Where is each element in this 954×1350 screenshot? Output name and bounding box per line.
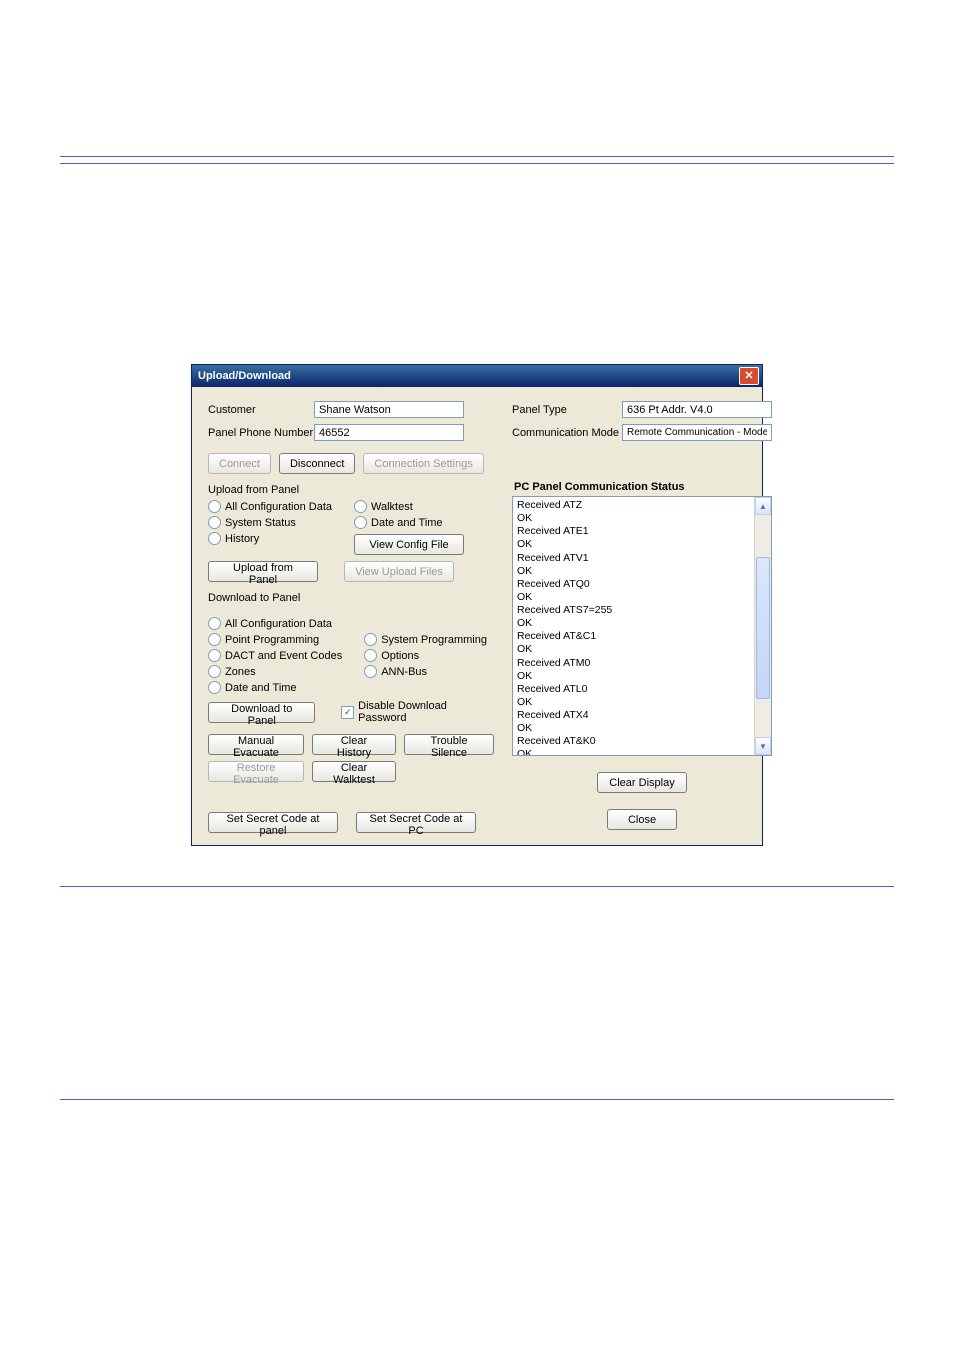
radio-options[interactable]: Options: [364, 649, 487, 662]
close-button[interactable]: Close: [607, 809, 677, 830]
restore-evacuate-button[interactable]: Restore Evacuate: [208, 761, 304, 782]
right-column: Panel Type Communication Mode PC Panel C…: [512, 401, 772, 833]
radio-history[interactable]: History: [208, 532, 332, 545]
radio-ann-bus[interactable]: ANN-Bus: [364, 665, 487, 678]
radio-icon: [364, 633, 377, 646]
scroll-up-icon[interactable]: ▲: [755, 497, 771, 515]
radio-label: All Configuration Data: [225, 618, 332, 630]
radio-icon: [208, 649, 221, 662]
phone-input[interactable]: [314, 424, 464, 441]
radio-icon: [208, 665, 221, 678]
clear-history-button[interactable]: Clear History: [312, 734, 396, 755]
radio-point-programming[interactable]: Point Programming: [208, 633, 342, 646]
page-root: Upload/Download ✕ Customer Panel Phone N…: [0, 0, 954, 1100]
radio-walktest[interactable]: Walktest: [354, 500, 464, 513]
radio-label: Options: [381, 650, 419, 662]
connection-settings-button[interactable]: Connection Settings: [363, 453, 483, 474]
radio-icon: [208, 633, 221, 646]
radio-icon: [208, 532, 221, 545]
upload-download-dialog: Upload/Download ✕ Customer Panel Phone N…: [191, 364, 763, 846]
divider: [60, 886, 894, 887]
trouble-silence-button[interactable]: Trouble Silence: [404, 734, 494, 755]
radio-label: History: [225, 533, 259, 545]
radio-icon: [208, 500, 221, 513]
radio-system-status[interactable]: System Status: [208, 516, 332, 529]
view-config-button[interactable]: View Config File: [354, 534, 464, 555]
dialog-body: Customer Panel Phone Number Connect Disc…: [192, 387, 762, 845]
radio-zones[interactable]: Zones: [208, 665, 342, 678]
left-column: Customer Panel Phone Number Connect Disc…: [208, 401, 494, 833]
radio-icon: [354, 500, 367, 513]
upload-radio-grid: All Configuration Data System Status His…: [208, 500, 494, 555]
checkbox-icon: ✓: [341, 706, 354, 719]
set-secret-code-panel-button[interactable]: Set Secret Code at panel: [208, 812, 338, 833]
status-content: Received ATZOKReceived ATE1OKReceived AT…: [513, 497, 771, 756]
title-bar: Upload/Download ✕: [192, 365, 762, 387]
status-listbox[interactable]: Received ATZOKReceived ATE1OKReceived AT…: [512, 496, 772, 756]
customer-label: Customer: [208, 404, 314, 416]
connection-buttons: Connect Disconnect Connection Settings: [208, 453, 494, 474]
comm-mode-field: [622, 424, 772, 441]
scroll-down-icon[interactable]: ▼: [755, 737, 771, 755]
view-upload-files-button[interactable]: View Upload Files: [344, 561, 454, 582]
radio-label: Zones: [225, 666, 256, 678]
radio-label: Date and Time: [225, 682, 297, 694]
divider: [60, 156, 894, 157]
divider: [60, 163, 894, 164]
disable-password-checkbox[interactable]: ✓ Disable Download Password: [341, 700, 494, 724]
radio-icon: [208, 617, 221, 630]
radio-icon: [208, 681, 221, 694]
phone-label: Panel Phone Number: [208, 427, 314, 439]
radio-date-time-upload[interactable]: Date and Time: [354, 516, 464, 529]
upload-section-title: Upload from Panel: [208, 484, 494, 496]
comm-mode-label: Communication Mode: [512, 427, 622, 439]
download-to-panel-button[interactable]: Download to Panel: [208, 702, 315, 723]
disconnect-button[interactable]: Disconnect: [279, 453, 355, 474]
radio-system-programming[interactable]: System Programming: [364, 633, 487, 646]
download-section-title: Download to Panel: [208, 592, 494, 604]
radio-label: Walktest: [371, 501, 413, 513]
dialog-title: Upload/Download: [198, 370, 291, 382]
set-secret-code-pc-button[interactable]: Set Secret Code at PC: [356, 812, 476, 833]
radio-label: DACT and Event Codes: [225, 650, 342, 662]
radio-label: Point Programming: [225, 634, 319, 646]
radio-date-time-download[interactable]: Date and Time: [208, 681, 342, 694]
upload-from-panel-button[interactable]: Upload from Panel: [208, 561, 318, 582]
radio-icon: [208, 516, 221, 529]
radio-label: Date and Time: [371, 517, 443, 529]
checkbox-label: Disable Download Password: [358, 700, 494, 724]
scrollbar[interactable]: ▲ ▼: [754, 497, 771, 755]
clear-display-button[interactable]: Clear Display: [597, 772, 687, 793]
status-title: PC Panel Communication Status: [514, 481, 772, 493]
radio-icon: [354, 516, 367, 529]
panel-type-field: [622, 401, 772, 418]
radio-all-config-upload[interactable]: All Configuration Data: [208, 500, 332, 513]
radio-label: All Configuration Data: [225, 501, 332, 513]
divider: [60, 1099, 894, 1100]
close-icon[interactable]: ✕: [739, 367, 759, 385]
radio-label: ANN-Bus: [381, 666, 427, 678]
customer-input[interactable]: [314, 401, 464, 418]
radio-icon: [364, 665, 377, 678]
radio-dact-event-codes[interactable]: DACT and Event Codes: [208, 649, 342, 662]
manual-evacuate-button[interactable]: Manual Evacuate: [208, 734, 304, 755]
connect-button[interactable]: Connect: [208, 453, 271, 474]
radio-label: System Status: [225, 517, 296, 529]
radio-label: System Programming: [381, 634, 487, 646]
panel-type-label: Panel Type: [512, 404, 622, 416]
download-radio-grid: All Configuration Data Point Programming…: [208, 608, 494, 694]
radio-all-config-download[interactable]: All Configuration Data: [208, 617, 342, 630]
scroll-thumb[interactable]: [756, 557, 770, 699]
radio-icon: [364, 649, 377, 662]
clear-walktest-button[interactable]: Clear Walktest: [312, 761, 396, 782]
